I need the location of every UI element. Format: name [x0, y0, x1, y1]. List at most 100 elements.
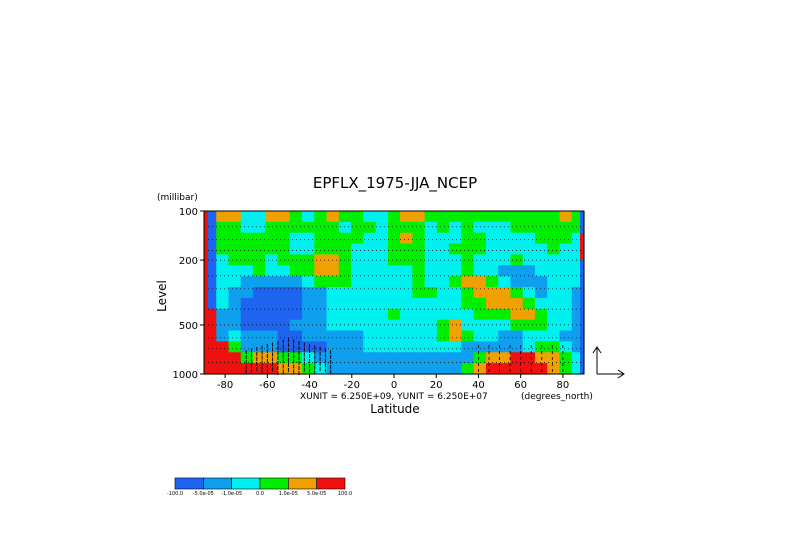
heatmap-cell — [547, 211, 561, 223]
heatmap-cell — [289, 319, 303, 332]
heatmap-cell — [461, 341, 475, 353]
heatmap-cell — [424, 363, 438, 375]
heatmap-cell — [228, 232, 242, 245]
heatmap-cell — [534, 276, 548, 288]
heatmap-cell — [387, 297, 401, 310]
heatmap-cell — [400, 308, 413, 321]
heatmap-cell — [547, 297, 561, 310]
heatmap-cell — [314, 276, 328, 288]
heatmap-cell — [289, 330, 303, 342]
heatmap-cell — [424, 352, 438, 364]
heatmap-cell — [547, 254, 561, 266]
heatmap-cell — [265, 265, 279, 277]
heatmap-cell — [351, 254, 364, 266]
heatmap-cell — [498, 297, 512, 310]
heatmap-cell — [571, 254, 585, 266]
x-axis-ticks: -80 -60 -40 -20 0 20 40 60 80 — [217, 374, 569, 391]
x-tick-label: 0 — [391, 380, 397, 391]
heatmap-cell — [571, 232, 585, 245]
heatmap-cell — [265, 319, 279, 332]
heatmap-cell — [412, 319, 426, 332]
heatmap-cell — [510, 243, 524, 256]
heatmap-cell — [412, 211, 426, 223]
heatmap-cell — [387, 308, 401, 321]
heatmap-cell — [485, 352, 499, 364]
heatmap-cell — [534, 319, 548, 332]
heatmap-cell — [302, 341, 315, 353]
heatmap-cell — [265, 221, 279, 234]
heatmap-cell — [424, 254, 438, 266]
heatmap-cell — [326, 341, 340, 353]
heatmap-cell — [510, 265, 524, 277]
heatmap-cell — [412, 232, 426, 245]
heatmap-cell — [351, 243, 364, 256]
heatmap-cell — [498, 287, 512, 299]
heatmap-cell — [326, 308, 340, 321]
flux-vector-arrows — [245, 338, 564, 375]
heatmap-cell — [228, 308, 242, 321]
heatmap-cell — [351, 363, 364, 375]
heatmap-cell — [326, 243, 340, 256]
heatmap-cell — [400, 211, 413, 223]
heatmap-cell — [240, 308, 254, 321]
heatmap-cell — [314, 287, 328, 299]
heatmap-cell — [473, 308, 487, 321]
heatmap-cell — [363, 330, 377, 342]
heatmap-cell — [522, 308, 536, 321]
heatmap-cell — [216, 254, 230, 266]
heatmap-cell — [449, 363, 463, 375]
heatmap-cell — [240, 243, 254, 256]
heatmap-cell — [387, 352, 401, 364]
heatmap-cell — [363, 232, 377, 245]
heatmap-cell — [510, 352, 524, 364]
heatmap-cell — [240, 341, 254, 353]
heatmap-cell — [485, 319, 499, 332]
heatmap-cell — [449, 297, 463, 310]
heatmap-cell — [473, 363, 487, 375]
x-tick-label: 80 — [557, 380, 570, 391]
heatmap-cell — [449, 287, 463, 299]
x-tick-label: 40 — [472, 380, 485, 391]
heatmap-cell — [289, 363, 303, 375]
heatmap-cell — [559, 287, 573, 299]
colorbar-swatch — [288, 477, 317, 490]
heatmap-cell — [351, 352, 364, 364]
heatmap-cell — [461, 308, 475, 321]
heatmap-cell — [449, 211, 463, 223]
heatmap-cell — [400, 243, 413, 256]
heatmap-cell — [424, 221, 438, 234]
heatmap-cell — [302, 363, 315, 375]
heatmap-cell — [449, 352, 463, 364]
heatmap-cell — [302, 297, 315, 310]
heatmap-cell — [375, 330, 389, 342]
heatmap-cell — [216, 287, 230, 299]
heatmap-cell — [338, 319, 352, 332]
heatmap-cell — [534, 363, 548, 375]
heatmap-cell — [510, 211, 524, 223]
heatmap-cell — [351, 232, 364, 245]
heatmap-cell — [289, 265, 303, 277]
heatmap-cell — [216, 221, 230, 234]
heatmap-cell — [534, 287, 548, 299]
heatmap-cell — [289, 211, 303, 223]
heatmap-cell — [510, 341, 524, 353]
heatmap-cell — [485, 341, 499, 353]
heatmap-cell — [265, 287, 279, 299]
heatmap-cell — [436, 232, 450, 245]
heatmap-cell — [387, 243, 401, 256]
heatmap-cell — [436, 254, 450, 266]
heatmap-cell — [559, 276, 573, 288]
heatmap-cell — [412, 276, 426, 288]
heatmap-cell — [204, 330, 217, 342]
heatmap-cell — [302, 287, 315, 299]
heatmap-cell — [424, 341, 438, 353]
left-edge-strip — [204, 211, 208, 374]
heatmap-cell — [228, 221, 242, 234]
heatmap-cell — [351, 319, 364, 332]
heatmap-cell — [216, 243, 230, 256]
heatmap-cell — [253, 330, 266, 342]
heatmap-cell — [314, 297, 328, 310]
heatmap-cell — [253, 232, 266, 245]
heatmap-cell — [412, 254, 426, 266]
